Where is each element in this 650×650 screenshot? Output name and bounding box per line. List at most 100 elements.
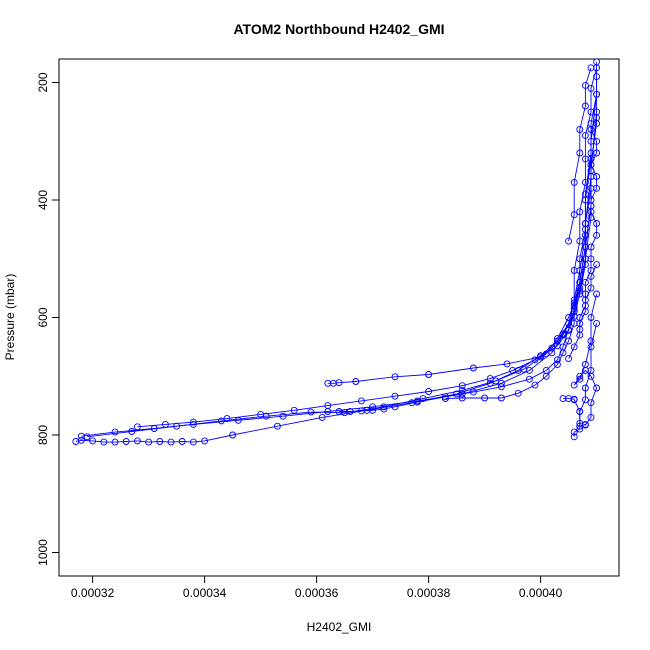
data-point xyxy=(100,438,108,446)
data-point xyxy=(576,372,584,380)
data-point xyxy=(380,405,388,413)
data-point xyxy=(553,361,561,368)
data-layer xyxy=(72,58,601,446)
data-point xyxy=(593,184,601,192)
data-point xyxy=(441,393,449,401)
data-point xyxy=(576,331,584,339)
data-point xyxy=(133,437,141,445)
data-point xyxy=(570,433,578,441)
data-point xyxy=(565,337,573,345)
data-point xyxy=(576,237,584,245)
data-point xyxy=(587,366,595,374)
series-line xyxy=(579,117,598,330)
data-point xyxy=(593,149,601,157)
series-6 xyxy=(335,155,595,415)
data-point xyxy=(486,375,494,383)
data-point xyxy=(201,437,209,445)
data-point xyxy=(128,428,136,435)
series-line xyxy=(568,264,598,359)
x-tick-label: 0.00034 xyxy=(183,586,227,600)
series-line xyxy=(86,111,598,438)
data-point xyxy=(481,394,489,402)
y-tick-label: 800 xyxy=(36,425,50,445)
data-point xyxy=(492,377,500,385)
data-point xyxy=(593,220,601,227)
data-point xyxy=(581,296,589,304)
data-point xyxy=(576,419,584,427)
data-point xyxy=(509,366,517,374)
plot-frame xyxy=(58,58,620,577)
data-point xyxy=(581,225,589,233)
data-point xyxy=(161,420,169,428)
data-point xyxy=(318,413,326,421)
data-point xyxy=(458,382,466,390)
series-9 xyxy=(570,319,601,441)
data-point xyxy=(122,438,130,445)
data-point xyxy=(593,173,601,180)
data-point xyxy=(156,438,164,445)
data-point xyxy=(593,114,601,122)
data-point xyxy=(145,438,153,446)
data-point xyxy=(497,394,505,402)
data-point xyxy=(167,438,175,446)
data-point xyxy=(570,396,578,404)
data-point xyxy=(587,126,595,133)
data-point xyxy=(273,422,281,430)
data-point xyxy=(217,417,225,425)
data-point xyxy=(189,438,197,446)
data-point xyxy=(581,190,589,198)
data-point xyxy=(587,255,595,263)
series-4 xyxy=(133,173,595,431)
data-point xyxy=(587,314,595,321)
data-point xyxy=(425,371,433,378)
data-point xyxy=(229,431,237,439)
data-point xyxy=(576,375,584,383)
series-10 xyxy=(576,114,601,333)
data-point xyxy=(576,126,584,133)
data-point xyxy=(570,267,578,274)
data-point xyxy=(178,438,186,445)
data-point xyxy=(570,178,578,186)
data-point xyxy=(290,406,298,414)
data-point xyxy=(419,395,427,403)
data-point xyxy=(335,379,343,387)
data-point xyxy=(469,364,477,372)
data-point xyxy=(357,407,365,415)
data-point xyxy=(587,343,595,351)
data-point xyxy=(391,403,399,411)
data-point xyxy=(525,375,533,383)
data-point xyxy=(587,64,595,72)
data-point xyxy=(593,384,601,392)
series-line xyxy=(137,176,592,428)
data-point xyxy=(570,343,578,351)
x-tick-label: 0.00032 xyxy=(71,586,115,600)
data-point xyxy=(497,383,505,391)
data-point xyxy=(593,231,601,239)
data-point xyxy=(570,381,578,389)
data-point xyxy=(514,389,522,397)
data-point xyxy=(593,137,601,145)
x-tick-label: 0.00040 xyxy=(519,586,563,600)
data-point xyxy=(587,413,595,421)
data-point xyxy=(581,178,589,186)
data-point xyxy=(581,308,589,316)
series-11 xyxy=(570,64,601,310)
data-point xyxy=(111,438,119,446)
data-point xyxy=(581,155,589,163)
data-point xyxy=(587,243,595,251)
data-point xyxy=(324,402,332,410)
data-point xyxy=(581,384,589,392)
series-line xyxy=(75,61,598,443)
data-point xyxy=(391,392,399,400)
data-point xyxy=(565,325,573,333)
data-point xyxy=(593,290,601,298)
series-line xyxy=(573,67,598,306)
data-point xyxy=(537,353,545,361)
data-point xyxy=(565,355,573,363)
series-2 xyxy=(77,73,601,440)
data-point xyxy=(587,196,595,204)
data-point xyxy=(576,319,584,327)
data-point xyxy=(369,406,377,414)
data-point xyxy=(593,90,601,98)
